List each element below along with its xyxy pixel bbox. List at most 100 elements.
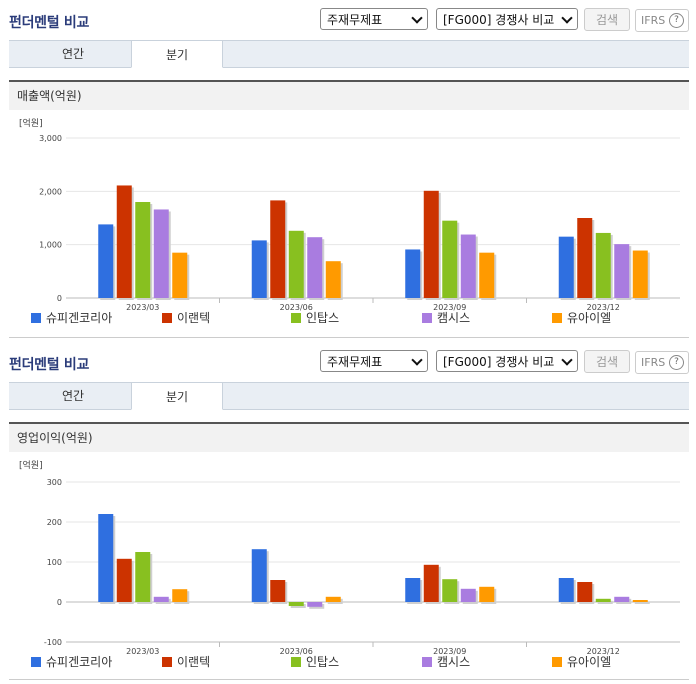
bar[interactable] [632,250,648,298]
y-tick-label: 3,000 [39,134,62,143]
bar[interactable] [153,209,169,298]
bar[interactable] [172,589,188,602]
bar[interactable] [251,549,267,602]
y-tick-label: 1,000 [39,241,62,250]
bar[interactable] [614,596,630,602]
peer-select[interactable]: [FG000] 경쟁사 비교 [436,350,578,372]
bar[interactable] [423,190,439,298]
ifrs-label: IFRS [641,356,666,369]
fundamental-panel-2: 펀더멘털 비교 주재무제표 [FG000] 경쟁사 비교 검색 IFRS ? 연… [0,342,696,684]
bar[interactable] [153,596,169,602]
period-tabs: 연간 분기 [9,382,689,410]
x-tick-label: 2023/12 [587,303,620,312]
legend-label: 슈피겐코리아 [46,311,112,325]
bar[interactable] [288,602,304,606]
bar[interactable] [479,586,495,602]
legend-swatch [31,313,41,323]
bar[interactable] [270,580,286,602]
ifrs-help-button[interactable]: IFRS ? [635,9,689,32]
panel-title: 펀더멘털 비교 [9,15,90,31]
bar[interactable] [288,230,304,298]
chart-area: [억원] 0 1,000 2,000 3,000 2023/03 2023/06 2023/0… [9,110,689,338]
help-icon: ? [669,355,684,370]
bar[interactable] [405,578,421,602]
bar[interactable] [577,582,593,602]
legend-swatch [291,313,301,323]
bar[interactable] [172,252,188,298]
x-tick-label: 2023/06 [280,647,313,656]
bar[interactable] [135,202,151,298]
chart-title: 매출액(억원) [9,80,689,110]
legend-swatch [31,657,41,667]
bar[interactable] [98,224,114,298]
bar[interactable] [325,261,341,298]
bar[interactable] [307,602,323,607]
x-tick-label: 2023/09 [433,303,466,312]
bar[interactable] [595,232,611,298]
bar[interactable] [98,514,114,602]
legend-swatch [552,657,562,667]
legend-label: 이랜텍 [177,655,210,669]
bar[interactable] [405,249,421,298]
bar[interactable] [270,200,286,298]
peer-select[interactable]: [FG000] 경쟁사 비교 [436,8,578,30]
bar[interactable] [116,185,132,298]
statement-select[interactable]: 주재무제표 [320,8,428,30]
legend-label: 유아이엘 [567,311,611,325]
search-button[interactable]: 검색 [584,350,630,373]
ifrs-label: IFRS [641,14,666,27]
sales-bar-chart: [억원] 0 1,000 2,000 3,000 2023/03 2023/06 2023/0… [19,117,680,325]
tab-quarterly[interactable]: 분기 [131,382,223,410]
legend-label: 인탑스 [306,311,339,325]
legend-label: 인탑스 [306,655,339,669]
panel-title: 펀더멘털 비교 [9,357,90,373]
bar-shadow [634,602,650,604]
y-tick-label: 0 [57,294,62,303]
legend-swatch [422,657,432,667]
bar[interactable] [558,236,574,298]
chevron-down-icon [411,354,423,366]
unit-label: [억원] [19,117,43,129]
tab-annual[interactable]: 연간 [61,389,85,403]
chart-area: [억원] -100 0 100 200 300 2023/03 2023/06 2023/09 2… [9,452,689,680]
bar[interactable] [251,240,267,298]
x-tick-label: 2023/06 [280,303,313,312]
bar[interactable] [442,579,458,602]
tab-annual[interactable]: 연간 [61,47,85,61]
tab-quarterly[interactable]: 분기 [131,40,223,68]
x-tick-label: 2023/12 [587,647,620,656]
bar[interactable] [479,252,495,298]
statement-select-value: 주재무제표 [327,13,383,27]
legend-swatch [552,313,562,323]
bar[interactable] [632,600,648,602]
bar[interactable] [423,564,439,602]
x-tick-label: 2023/03 [126,647,159,656]
bar[interactable] [442,220,458,298]
bar[interactable] [577,218,593,298]
bar[interactable] [595,598,611,602]
bar[interactable] [116,558,132,602]
bar[interactable] [307,237,323,298]
bar[interactable] [614,244,630,298]
operating-profit-bar-chart: [억원] -100 0 100 200 300 2023/03 2023/06 2023/09 2… [19,459,680,669]
legend-swatch [162,313,172,323]
panel-header: 펀더멘털 비교 주재무제표 [FG000] 경쟁사 비교 검색 IFRS ? [0,0,696,34]
y-tick-label: -100 [44,638,62,647]
bar[interactable] [460,588,476,602]
ifrs-help-button[interactable]: IFRS ? [635,351,689,374]
period-tabs: 연간 분기 [9,40,689,68]
bar[interactable] [558,578,574,602]
x-tick-label: 2023/09 [433,647,466,656]
statement-select[interactable]: 주재무제표 [320,350,428,372]
bar-shadow [597,600,613,604]
bar[interactable] [325,596,341,602]
search-button[interactable]: 검색 [584,8,630,31]
chevron-down-icon [561,12,573,24]
legend-swatch [291,657,301,667]
bar[interactable] [135,552,151,602]
unit-label: [억원] [19,459,43,471]
y-tick-label: 200 [47,518,62,527]
x-tick-label: 2023/03 [126,303,159,312]
bar[interactable] [460,234,476,298]
legend-label: 유아이엘 [567,655,611,669]
